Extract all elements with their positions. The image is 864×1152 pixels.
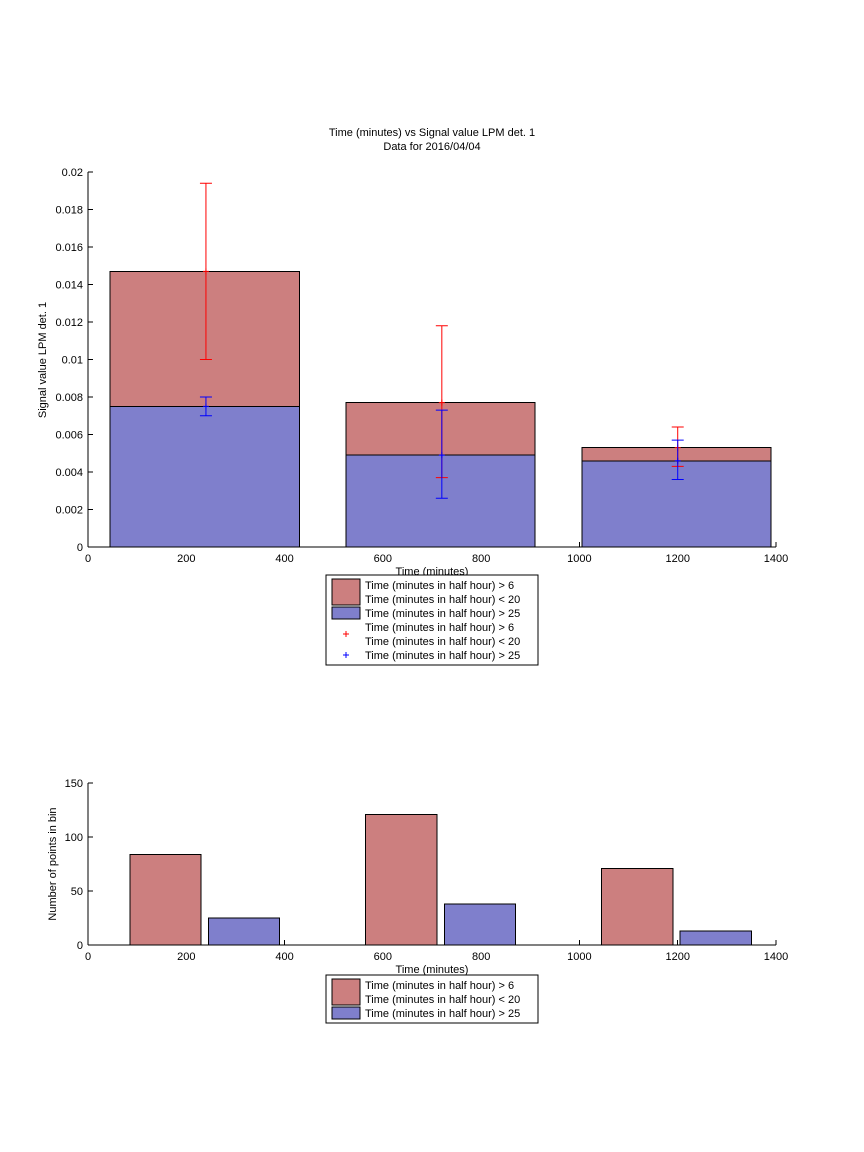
x-tick-label: 600 (374, 553, 392, 565)
y-tick-label: 0.01 (62, 355, 83, 367)
marker-blue (202, 403, 209, 410)
legend-frame (325, 974, 539, 1024)
x-tick-label: 800 (472, 553, 490, 565)
legend-frame (325, 574, 539, 666)
legend-swatch-blue (331, 1006, 361, 1020)
y-tick-label: 0.014 (55, 280, 83, 292)
y-tick-label: 0.018 (55, 205, 83, 217)
y-tick-label: 0.02 (62, 167, 83, 179)
marker-red (202, 268, 209, 275)
x-tick-label: 0 (85, 553, 91, 565)
top-plot-area: 0 200 400 600 800 1000 1200 1400 0 0.002 0.004 0.00… (55, 167, 788, 565)
y-tick-label: 0.008 (55, 392, 83, 404)
bottom-plot-area: 0 200 400 600 800 1000 1200 1400 0 50 100 150 (65, 778, 789, 963)
legend-swatch-blue (331, 606, 361, 620)
x-tick-label: 0 (85, 951, 91, 963)
bar-blue (679, 930, 752, 946)
bar-blue (207, 917, 281, 946)
x-tick-label: 1400 (764, 951, 788, 963)
bar-red (129, 853, 202, 946)
x-tick-label: 1000 (567, 951, 591, 963)
bar-red (601, 867, 674, 946)
legend-label: Time (minutes in half hour) > 6 (365, 580, 514, 592)
y-tick-label: 100 (65, 832, 83, 844)
bottom-y-axis-label: Number of points in bin (47, 807, 59, 920)
marker-blue (438, 452, 445, 459)
legend-label: Time (minutes in half hour) > 6 (365, 980, 514, 992)
x-tick-label: 200 (177, 951, 195, 963)
x-tick-label: 400 (275, 553, 293, 565)
legend-label: Time (minutes in half hour) < 20 (365, 594, 520, 606)
x-tick-label: 400 (275, 951, 293, 963)
y-tick-label: 0.012 (55, 317, 83, 329)
y-tick-label: 0 (77, 940, 83, 952)
bottom-legend: Time (minutes in half hour) > 6 Time (min… (325, 974, 539, 1024)
x-tick-label: 1200 (665, 553, 689, 565)
bar-blue (345, 454, 536, 548)
x-tick-label: 1400 (764, 553, 788, 565)
y-tick-label: 0.004 (55, 467, 83, 479)
x-tick-label: 1000 (567, 553, 591, 565)
legend-label: Time (minutes in half hour) > 25 (365, 650, 520, 662)
y-tick-label: 150 (65, 778, 83, 790)
y-tick-label: 50 (71, 886, 83, 898)
legend-swatch-red (331, 978, 361, 1006)
marker-blue (674, 457, 681, 464)
x-tick-label: 800 (472, 951, 490, 963)
y-tick-label: 0.016 (55, 242, 83, 254)
x-tick-label: 600 (374, 951, 392, 963)
y-tick-label: 0 (77, 542, 83, 554)
x-tick-label: 1200 (665, 951, 689, 963)
legend-label: Time (minutes in half hour) > 25 (365, 1008, 520, 1020)
legend-label: Time (minutes in half hour) < 20 (365, 994, 520, 1006)
y-tick-label: 0.002 (55, 505, 83, 517)
x-tick-label: 200 (177, 553, 195, 565)
top-y-axis-label: Signal value LPM det. 1 (37, 302, 49, 418)
marker-red (438, 399, 445, 406)
bottom-x-axis-label: Time (minutes) (396, 964, 469, 976)
legend-label: Time (minutes in half hour) < 20 (365, 636, 520, 648)
bar-blue (581, 460, 772, 548)
legend-marker-blue (343, 652, 349, 658)
chart-title: Time (minutes) vs Signal value LPM det. … (329, 127, 535, 139)
bar-red (365, 813, 438, 946)
chart-subtitle: Data for 2016/04/04 (383, 141, 480, 153)
y-tick-label: 0.006 (55, 430, 83, 442)
top-legend: Time (minutes in half hour) > 6 Time (min… (325, 574, 539, 666)
bar-blue (443, 903, 517, 946)
legend-label: Time (minutes in half hour) > 25 (365, 608, 520, 620)
legend-marker-red (343, 631, 349, 637)
legend-swatch-red (331, 578, 361, 606)
legend-label: Time (minutes in half hour) > 6 (365, 622, 514, 634)
bar-blue (109, 405, 300, 548)
